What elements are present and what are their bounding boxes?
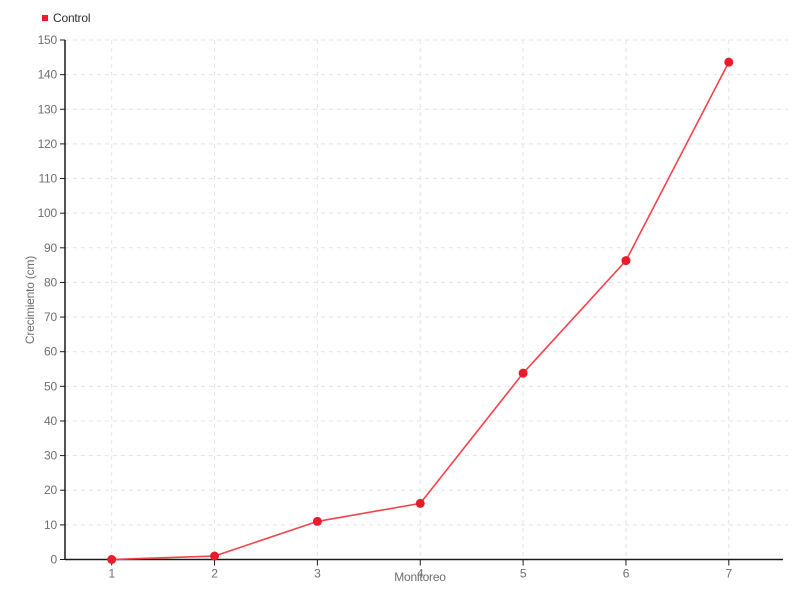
data-point-control-2[interactable] — [210, 551, 220, 561]
x-tick-label: 5 — [520, 567, 527, 581]
x-tick-label: 7 — [726, 567, 733, 581]
y-tick-label: 90 — [44, 241, 57, 255]
y-tick-label: 100 — [38, 206, 58, 220]
y-tick-label: 30 — [44, 449, 57, 463]
x-tick-label: 1 — [108, 567, 115, 581]
y-tick-label: 120 — [38, 137, 58, 151]
y-tick-label: 110 — [38, 172, 57, 186]
x-axis-title: Monitoreo — [394, 570, 446, 584]
y-tick-label: 10 — [44, 518, 57, 532]
y-tick-label: 150 — [38, 33, 58, 47]
x-tick-label: 2 — [211, 567, 218, 581]
y-axis-title: Crecimiento (cm) — [23, 255, 37, 345]
y-tick-label: 50 — [44, 379, 57, 393]
x-tick-label: 6 — [623, 567, 630, 581]
x-tick-label: 3 — [314, 567, 321, 581]
legend-label: Control — [53, 11, 91, 25]
x-tick-label: 4 — [417, 567, 424, 581]
y-tick-label: 40 — [44, 414, 57, 428]
y-tick-label: 80 — [44, 275, 57, 289]
y-tick-label: 0 — [51, 553, 58, 567]
y-tick-label: 70 — [44, 310, 57, 324]
data-point-control-7[interactable] — [724, 57, 734, 67]
data-point-control-5[interactable] — [518, 368, 528, 378]
data-point-control-3[interactable] — [312, 516, 322, 526]
data-point-control-6[interactable] — [621, 256, 631, 266]
y-tick-label: 130 — [38, 102, 58, 116]
y-tick-label: 20 — [44, 483, 57, 497]
legend-swatch-icon — [42, 15, 48, 21]
data-point-control-4[interactable] — [415, 498, 425, 508]
data-point-control-1[interactable] — [107, 555, 117, 564]
y-tick-label: 60 — [44, 345, 57, 359]
legend-item-control[interactable]: Control — [42, 11, 90, 25]
y-tick-label: 140 — [38, 68, 58, 82]
